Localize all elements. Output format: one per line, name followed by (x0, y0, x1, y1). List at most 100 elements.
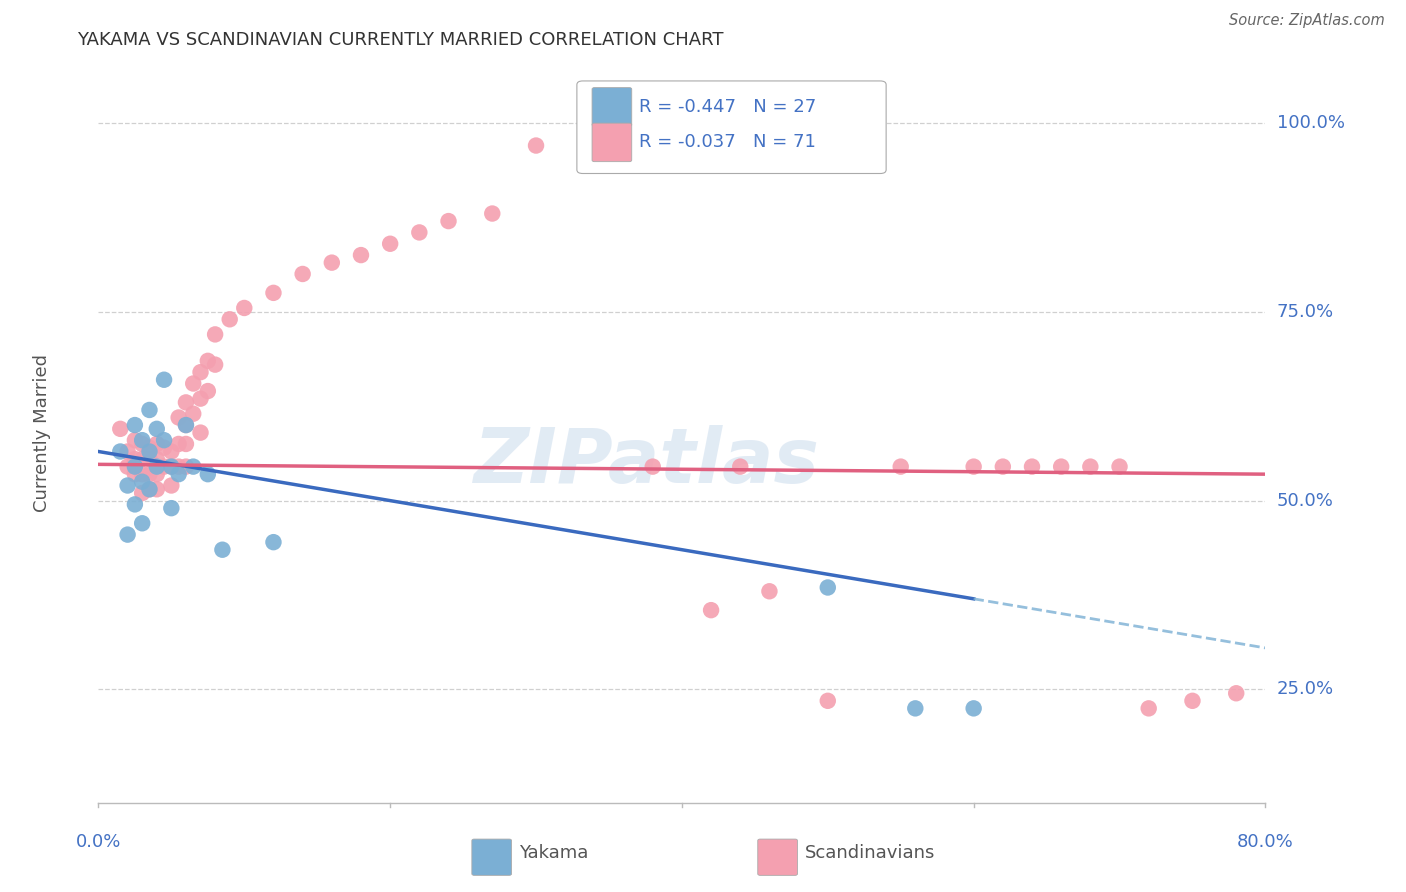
Point (1108, 459, 1130, 474)
Point (138, 452, 160, 467)
Point (153, 459, 176, 474)
Point (146, 467, 169, 482)
Point (174, 437, 197, 451)
Point (117, 478, 139, 492)
Point (1225, 686, 1247, 700)
Point (167, 467, 190, 482)
Point (124, 459, 146, 474)
Text: Yakama: Yakama (519, 844, 588, 863)
Text: 0.0%: 0.0% (76, 833, 121, 851)
Text: Scandinavians: Scandinavians (804, 844, 935, 863)
Point (153, 373, 176, 387)
Point (700, 603, 723, 617)
Point (124, 467, 146, 482)
Point (211, 542, 233, 557)
Point (380, 236, 402, 251)
Point (131, 475, 153, 489)
Text: Source: ZipAtlas.com: Source: ZipAtlas.com (1229, 13, 1385, 29)
Point (160, 478, 183, 492)
Point (962, 459, 984, 474)
Point (138, 483, 160, 497)
Point (131, 437, 153, 451)
Point (146, 483, 169, 497)
Point (991, 459, 1014, 474)
Point (167, 437, 190, 451)
Point (146, 422, 169, 436)
Point (131, 433, 153, 447)
Point (160, 459, 183, 474)
Point (204, 358, 226, 372)
Point (817, 581, 839, 595)
Point (817, 694, 839, 708)
Text: YAKAMA VS SCANDINAVIAN CURRENTLY MARRIED CORRELATION CHART: YAKAMA VS SCANDINAVIAN CURRENTLY MARRIED… (77, 31, 724, 49)
Text: ZIPatlas: ZIPatlas (474, 425, 820, 500)
Point (124, 452, 146, 467)
Point (190, 365, 212, 379)
Point (167, 410, 190, 425)
Point (138, 467, 160, 482)
Point (262, 535, 284, 549)
Text: 80.0%: 80.0% (1237, 833, 1294, 851)
Point (160, 501, 183, 516)
Point (138, 403, 160, 417)
Point (1021, 459, 1043, 474)
Point (138, 444, 160, 458)
Point (174, 459, 197, 474)
Point (524, 138, 547, 153)
Point (174, 395, 197, 409)
Point (408, 226, 430, 240)
Text: 25.0%: 25.0% (1277, 681, 1334, 698)
Point (1080, 459, 1102, 474)
Point (1181, 694, 1204, 708)
Text: R = -0.447   N = 27: R = -0.447 N = 27 (638, 98, 815, 116)
Point (117, 444, 139, 458)
Point (167, 459, 190, 474)
Point (190, 392, 212, 406)
Point (890, 459, 912, 474)
Point (481, 206, 503, 220)
Point (146, 452, 169, 467)
Point (233, 301, 256, 315)
Point (160, 459, 183, 474)
Point (197, 354, 219, 368)
Point (962, 701, 984, 715)
Point (641, 459, 664, 474)
FancyBboxPatch shape (758, 839, 797, 875)
Point (904, 701, 927, 715)
Point (174, 418, 197, 433)
FancyBboxPatch shape (576, 81, 886, 173)
Point (138, 483, 160, 497)
Text: 100.0%: 100.0% (1277, 114, 1344, 132)
Point (110, 422, 132, 436)
Point (131, 516, 153, 531)
Text: 75.0%: 75.0% (1277, 302, 1334, 321)
Point (291, 267, 314, 281)
Point (758, 584, 780, 599)
Point (131, 452, 153, 467)
Point (146, 437, 169, 451)
Point (124, 497, 146, 511)
Point (181, 376, 204, 391)
FancyBboxPatch shape (592, 87, 631, 126)
Point (153, 441, 176, 455)
Point (1137, 701, 1160, 715)
Point (262, 285, 284, 300)
Point (181, 459, 204, 474)
Point (197, 384, 219, 398)
Point (190, 425, 212, 440)
Point (181, 407, 204, 421)
Point (124, 418, 146, 433)
Point (153, 433, 176, 447)
Point (146, 459, 169, 474)
Point (218, 312, 240, 326)
FancyBboxPatch shape (472, 839, 512, 875)
Point (321, 255, 343, 269)
Point (1050, 459, 1073, 474)
Point (350, 248, 373, 262)
Point (124, 433, 146, 447)
Point (437, 214, 460, 228)
Point (117, 527, 139, 541)
Text: Currently Married: Currently Married (34, 353, 52, 512)
Point (197, 467, 219, 482)
Point (174, 418, 197, 433)
